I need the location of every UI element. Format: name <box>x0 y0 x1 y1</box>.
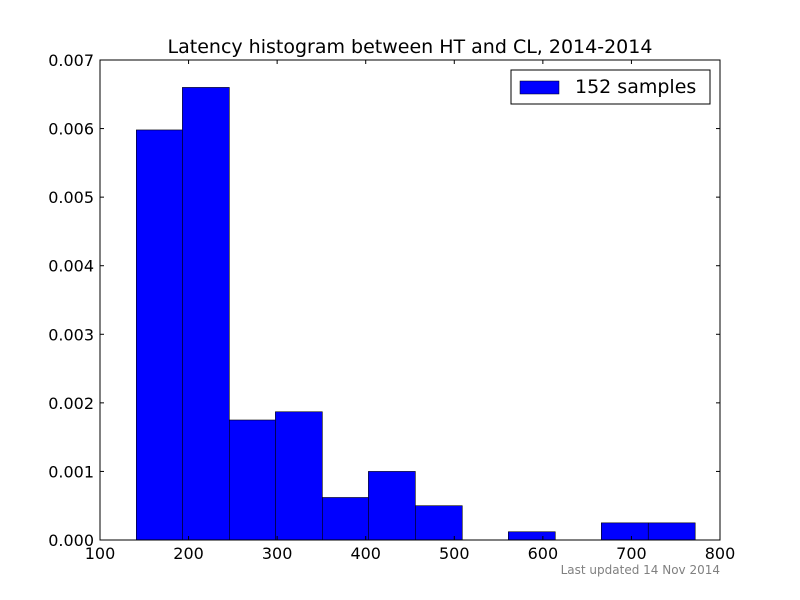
x-tick-label-4: 500 <box>439 544 470 563</box>
histogram-bar-2 <box>229 419 276 541</box>
histogram-bar-1 <box>182 87 230 541</box>
chart-title: Latency histogram between HT and CL, 201… <box>168 36 653 58</box>
histogram-bar-3 <box>275 411 323 541</box>
legend: 152 samples <box>510 69 711 105</box>
x-tick-label-6: 700 <box>616 544 647 563</box>
y-tick-label-2: 0.002 <box>48 394 94 413</box>
y-tick-label-3: 0.003 <box>48 325 94 344</box>
histogram-bar-5 <box>368 471 416 541</box>
legend-label: 152 samples <box>575 76 696 98</box>
ticks-group: 100 200 300 400 500 600 700 800 0.000 0.001 0.002 0… <box>48 51 735 563</box>
x-tick-label-2: 300 <box>262 544 293 563</box>
y-tick-label-1: 0.001 <box>48 462 94 481</box>
histogram-bar-0 <box>136 129 183 541</box>
x-tick-label-7: 800 <box>705 544 736 563</box>
histogram-bar-8 <box>508 531 556 541</box>
y-tick-label-4: 0.004 <box>48 257 94 276</box>
y-tick-label-6: 0.006 <box>48 120 94 139</box>
y-tick-label-7: 0.007 <box>48 51 94 70</box>
bars-group <box>136 87 696 541</box>
x-tick-label-0: 100 <box>85 544 116 563</box>
last-updated-text: Last updated 14 Nov 2014 <box>561 563 720 577</box>
x-tick-label-3: 400 <box>350 544 381 563</box>
histogram-bar-6 <box>415 505 463 541</box>
histogram-bar-10 <box>601 522 649 541</box>
plot-frame <box>99 59 721 541</box>
x-tick-label-1: 200 <box>173 544 204 563</box>
y-tick-label-0: 0.000 <box>48 531 94 550</box>
histogram-bar-11 <box>647 522 696 541</box>
legend-swatch <box>519 80 560 95</box>
y-tick-label-5: 0.005 <box>48 188 94 207</box>
x-tick-label-5: 600 <box>528 544 559 563</box>
histogram-bar-4 <box>322 497 369 541</box>
